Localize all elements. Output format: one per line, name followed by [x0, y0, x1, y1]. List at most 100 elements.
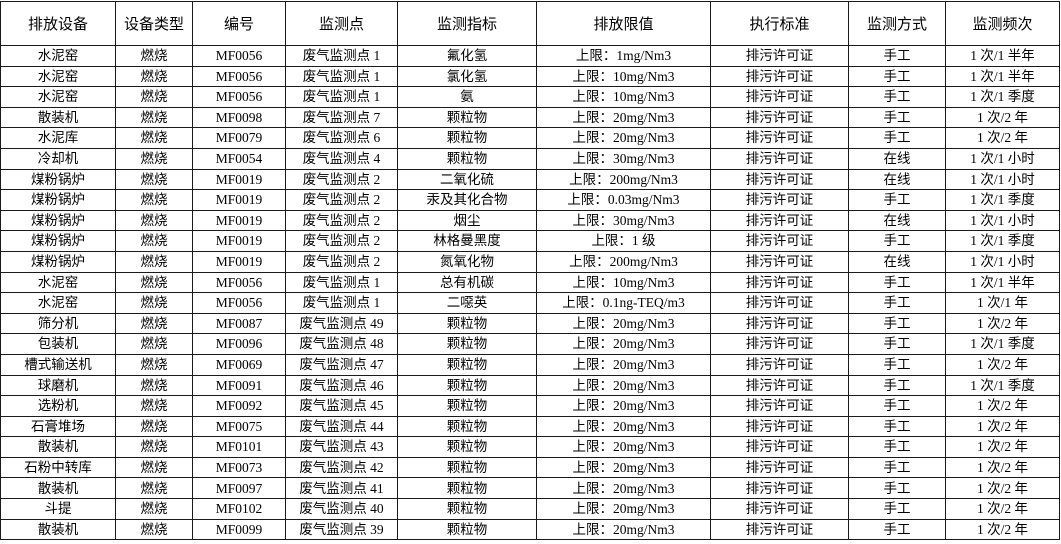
table-row: 筛分机 燃烧 MF0087 废气监测点 49 颗粒物 上限：20mg/Nm3 排污许可证 手工…	[0, 312, 1060, 335]
table-cell: 排污许可证	[710, 106, 849, 129]
table-cell: 手工	[848, 86, 946, 108]
column-header: 监测频次	[945, 1, 1060, 46]
table-cell: 上限：20mg/Nm3	[536, 415, 711, 438]
table-cell: 在线	[848, 209, 946, 232]
table-cell: 燃烧	[115, 353, 193, 376]
table-cell: 上限：1 级	[536, 230, 711, 252]
table-cell: 水泥窑	[0, 271, 116, 294]
table-cell: 排污许可证	[710, 415, 849, 438]
table-cell: 1 次/1 小时	[945, 250, 1060, 273]
table-cell: 煤粉锅炉	[0, 230, 116, 252]
table-cell: MF0056	[192, 292, 286, 314]
table-cell: 水泥窑	[0, 65, 116, 88]
table-cell: 包装机	[0, 333, 116, 355]
table-cell: 燃烧	[115, 271, 193, 294]
table-row: 水泥窑 燃烧 MF0056 废气监测点 1 总有机碳 上限：10mg/Nm3 排污许可证 手工…	[0, 271, 1060, 294]
table-cell: 排污许可证	[710, 209, 849, 232]
table-cell: 燃烧	[115, 45, 193, 67]
table-cell: 颗粒物	[397, 498, 537, 520]
table-cell: MF0019	[192, 168, 286, 191]
table-cell: 排污许可证	[710, 353, 849, 376]
table-cell: 槽式输送机	[0, 353, 116, 376]
table-cell: 1 次/1 半年	[945, 271, 1060, 294]
table-cell: 燃烧	[115, 86, 193, 108]
table-cell: 上限：20mg/Nm3	[536, 456, 711, 479]
table-cell: MF0079	[192, 127, 286, 149]
table-cell: MF0056	[192, 65, 286, 88]
table-row: 冷却机 燃烧 MF0054 废气监测点 4 颗粒物 上限：30mg/Nm3 排污许可证 在线 1…	[0, 147, 1060, 170]
table-cell: 废气监测点 1	[285, 271, 398, 294]
table-cell: 排污许可证	[710, 292, 849, 314]
table-cell: 手工	[848, 65, 946, 88]
table-row: 煤粉锅炉 燃烧 MF0019 废气监测点 2 林格曼黑度 上限：1 级排污许可证 手工 1 次…	[0, 230, 1060, 252]
table-cell: 排污许可证	[710, 271, 849, 294]
table-row: 水泥窑 燃烧 MF0056 废气监测点 1 二噁英 上限：0.1ng-TEQ/m3 排污许可…	[0, 292, 1060, 314]
table-cell: 燃烧	[115, 106, 193, 129]
table-cell: 1 次/1 季度	[945, 86, 1060, 108]
table-row: 槽式输送机 燃烧 MF0069 废气监测点 47 颗粒物 上限：20mg/Nm3 排污许可证…	[0, 353, 1060, 376]
table-cell: MF0056	[192, 271, 286, 294]
column-header: 编号	[192, 1, 286, 46]
table-cell: 氮氧化物	[397, 250, 537, 273]
table-cell: 总有机碳	[397, 271, 537, 294]
table-cell: 1 次/1 年	[945, 292, 1060, 314]
table-row: 煤粉锅炉 燃烧 MF0019 废气监测点 2 烟尘 上限：30mg/Nm3 排污许可证 在线 1…	[0, 209, 1060, 232]
table-cell: 燃烧	[115, 209, 193, 232]
table-cell: 手工	[848, 45, 946, 67]
table-cell: 上限：30mg/Nm3	[536, 147, 711, 170]
table-cell: 上限：20mg/Nm3	[536, 518, 711, 541]
table-cell: 散装机	[0, 106, 116, 129]
table-cell: 废气监测点 48	[285, 333, 398, 355]
table-cell: 颗粒物	[397, 312, 537, 335]
table-cell: 1 次/1 季度	[945, 230, 1060, 252]
table-row: 散装机 燃烧 MF0098 废气监测点 7 颗粒物 上限：20mg/Nm3 排污许可证 手工 1…	[0, 106, 1060, 129]
table-cell: MF0019	[192, 209, 286, 232]
table-cell: 颗粒物	[397, 147, 537, 170]
table-cell: 1 次/2 年	[945, 498, 1060, 520]
table-cell: 废气监测点 49	[285, 312, 398, 335]
table-cell: 排污许可证	[710, 477, 849, 500]
table-row: 斗提 燃烧 MF0102 废气监测点 40 颗粒物 上限：20mg/Nm3 排污许可证 手工 1…	[0, 498, 1060, 520]
table-cell: 手工	[848, 189, 946, 211]
table-cell: 1 次/2 年	[945, 395, 1060, 417]
table-cell: 燃烧	[115, 395, 193, 417]
table-cell: 燃烧	[115, 456, 193, 479]
table-cell: 废气监测点 46	[285, 374, 398, 397]
table-cell: 燃烧	[115, 312, 193, 335]
table-cell: 1 次/1 小时	[945, 147, 1060, 170]
table-cell: 排污许可证	[710, 436, 849, 458]
table-cell: 废气监测点 7	[285, 106, 398, 129]
table-cell: 废气监测点 1	[285, 45, 398, 67]
table-cell: MF0087	[192, 312, 286, 335]
table-cell: 燃烧	[115, 477, 193, 500]
table-row: 球磨机 燃烧 MF0091 废气监测点 46 颗粒物 上限：20mg/Nm3 排污许可证 手工…	[0, 374, 1060, 397]
table-cell: 1 次/2 年	[945, 106, 1060, 129]
table-cell: 废气监测点 1	[285, 292, 398, 314]
table-cell: 手工	[848, 230, 946, 252]
table-row: 水泥窑 燃烧 MF0056 废气监测点 1 氟化氢 上限：1mg/Nm3 排污许可证 手工 1 …	[0, 45, 1060, 67]
table-cell: 筛分机	[0, 312, 116, 335]
table-cell: 排污许可证	[710, 168, 849, 191]
table-cell: 上限：20mg/Nm3	[536, 395, 711, 417]
table-cell: 1 次/2 年	[945, 127, 1060, 149]
table-cell: 上限：20mg/Nm3	[536, 312, 711, 335]
table-cell: 排污许可证	[710, 518, 849, 541]
table-cell: 手工	[848, 127, 946, 149]
table-cell: 水泥窑	[0, 292, 116, 314]
column-header: 监测点	[285, 1, 398, 46]
table-cell: MF0073	[192, 456, 286, 479]
table-cell: MF0075	[192, 415, 286, 438]
table-cell: 二氧化硫	[397, 168, 537, 191]
table-cell: 斗提	[0, 498, 116, 520]
table-cell: 1 次/2 年	[945, 312, 1060, 335]
table-cell: 废气监测点 45	[285, 395, 398, 417]
table-cell: MF0101	[192, 436, 286, 458]
table-cell: 手工	[848, 518, 946, 541]
table-cell: 烟尘	[397, 209, 537, 232]
table-cell: 颗粒物	[397, 333, 537, 355]
table-cell: 燃烧	[115, 415, 193, 438]
column-header: 监测方式	[848, 1, 946, 46]
table-cell: 手工	[848, 271, 946, 294]
table-cell: 废气监测点 40	[285, 498, 398, 520]
column-header: 排放设备	[0, 1, 116, 46]
